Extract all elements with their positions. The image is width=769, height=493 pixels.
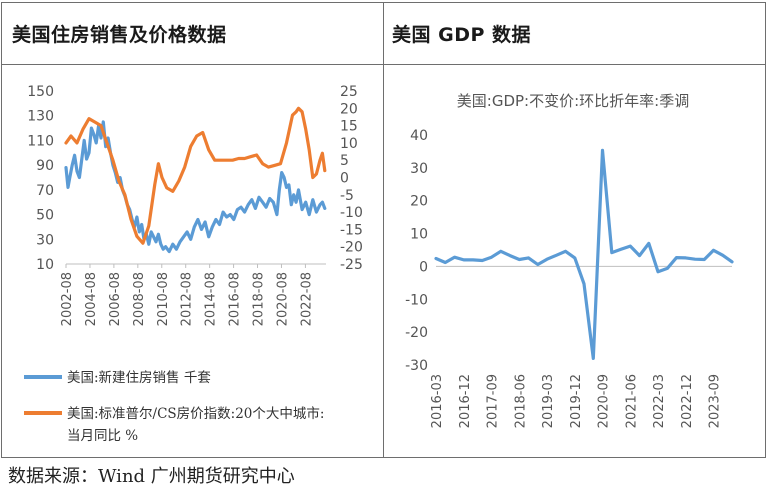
right-y-tick-label: -10	[340, 205, 363, 221]
gdp-y-tick-label: -20	[405, 325, 428, 341]
right-y-tick-label: 20	[340, 101, 358, 117]
left-x-tick-label: 2008-08	[132, 272, 147, 326]
legend-label-case-shiller-line2: 当月同比 %	[67, 428, 138, 444]
left-y-tick-label: 50	[36, 208, 54, 224]
right-y-tick-label: 10	[340, 136, 358, 152]
gdp-x-tick-label: 2019-12	[569, 374, 584, 428]
left-x-tick-label: 2006-08	[108, 272, 123, 326]
right-y-tick-label: -15	[340, 222, 363, 238]
left-y-tick-label: 130	[27, 109, 54, 125]
left-x-tick-label: 2022-08	[299, 272, 314, 326]
left-y-tick-label: 150	[27, 84, 54, 100]
gdp-x-tick-label: 2023-09	[708, 374, 723, 428]
gdp-y-tick-label: 30	[410, 161, 428, 177]
left-y-tick-label: 30	[36, 232, 54, 248]
gdp-y-tick-label: 40	[410, 128, 428, 144]
legend-label-home-sales: 美国:新建住房销售 千套	[67, 370, 211, 386]
gdp-x-tick-label: 2020-09	[597, 374, 612, 428]
left-chart: 15013011090705030102520151050-5-10-15-20…	[24, 84, 363, 444]
left-x-tick-label: 2016-08	[228, 272, 243, 326]
left-x-tick-label: 2004-08	[84, 272, 99, 326]
gdp-x-tick-label: 2016-03	[430, 374, 445, 428]
gdp-y-tick-label: -10	[405, 292, 428, 308]
gdp-chart-title: 美国:GDP:不变价:环比折年率:季调	[457, 92, 689, 110]
gdp-y-tick-label: 20	[410, 194, 428, 210]
right-y-tick-label: -25	[340, 257, 363, 273]
right-panel-title: 美国 GDP 数据	[392, 24, 532, 46]
left-x-tick-label: 2012-08	[180, 272, 195, 326]
gdp-x-tick-label: 2017-09	[486, 374, 501, 428]
gdp-y-tick-label: 0	[419, 259, 428, 275]
gdp-x-tick-label: 2022-03	[652, 374, 667, 428]
right-y-tick-label: 25	[340, 84, 358, 100]
left-panel-title: 美国住房销售及价格数据	[12, 24, 227, 46]
gdp-y-tick-label: 10	[410, 227, 428, 243]
case-shiller-yoy-line	[64, 106, 327, 245]
left-y-tick-label: 90	[36, 158, 54, 174]
gdp-x-tick-label: 2016-12	[458, 374, 473, 428]
gdp-x-tick-label: 2018-06	[513, 374, 528, 428]
panel-divider-vertical	[383, 2, 384, 458]
right-chart: 美国:GDP:不变价:环比折年率:季调403020100-10-20-30201…	[405, 92, 734, 428]
new-home-sales-line	[64, 120, 327, 254]
left-x-tick-label: 2018-08	[252, 272, 267, 326]
left-y-tick-label: 10	[36, 257, 54, 273]
left-x-tick-label: 2010-08	[156, 272, 171, 326]
panel-divider-horizontal	[1, 64, 766, 65]
right-y-tick-label: 0	[340, 171, 349, 187]
data-source-note: 数据来源：Wind 广州期货研究中心	[8, 466, 295, 487]
left-x-tick-label: 2002-08	[60, 272, 75, 326]
right-y-tick-label: -20	[340, 240, 363, 256]
legend-label-case-shiller-line1: 美国:标准普尔/CS房价指数:20个大中城市:	[67, 405, 324, 422]
gdp-y-tick-label: -30	[405, 358, 428, 374]
right-y-tick-label: 15	[340, 119, 358, 135]
right-y-tick-label: 5	[340, 153, 349, 169]
left-y-tick-label: 70	[36, 183, 54, 199]
left-x-tick-label: 2014-08	[204, 272, 219, 326]
gdp-x-tick-label: 2019-03	[541, 374, 556, 428]
gdp-x-tick-label: 2022-12	[680, 374, 695, 428]
gdp-x-tick-label: 2021-06	[624, 374, 639, 428]
left-x-tick-label: 2020-08	[275, 272, 290, 326]
gdp-growth-line	[434, 148, 734, 360]
left-y-tick-label: 110	[27, 133, 54, 149]
right-y-tick-label: -5	[340, 188, 354, 204]
